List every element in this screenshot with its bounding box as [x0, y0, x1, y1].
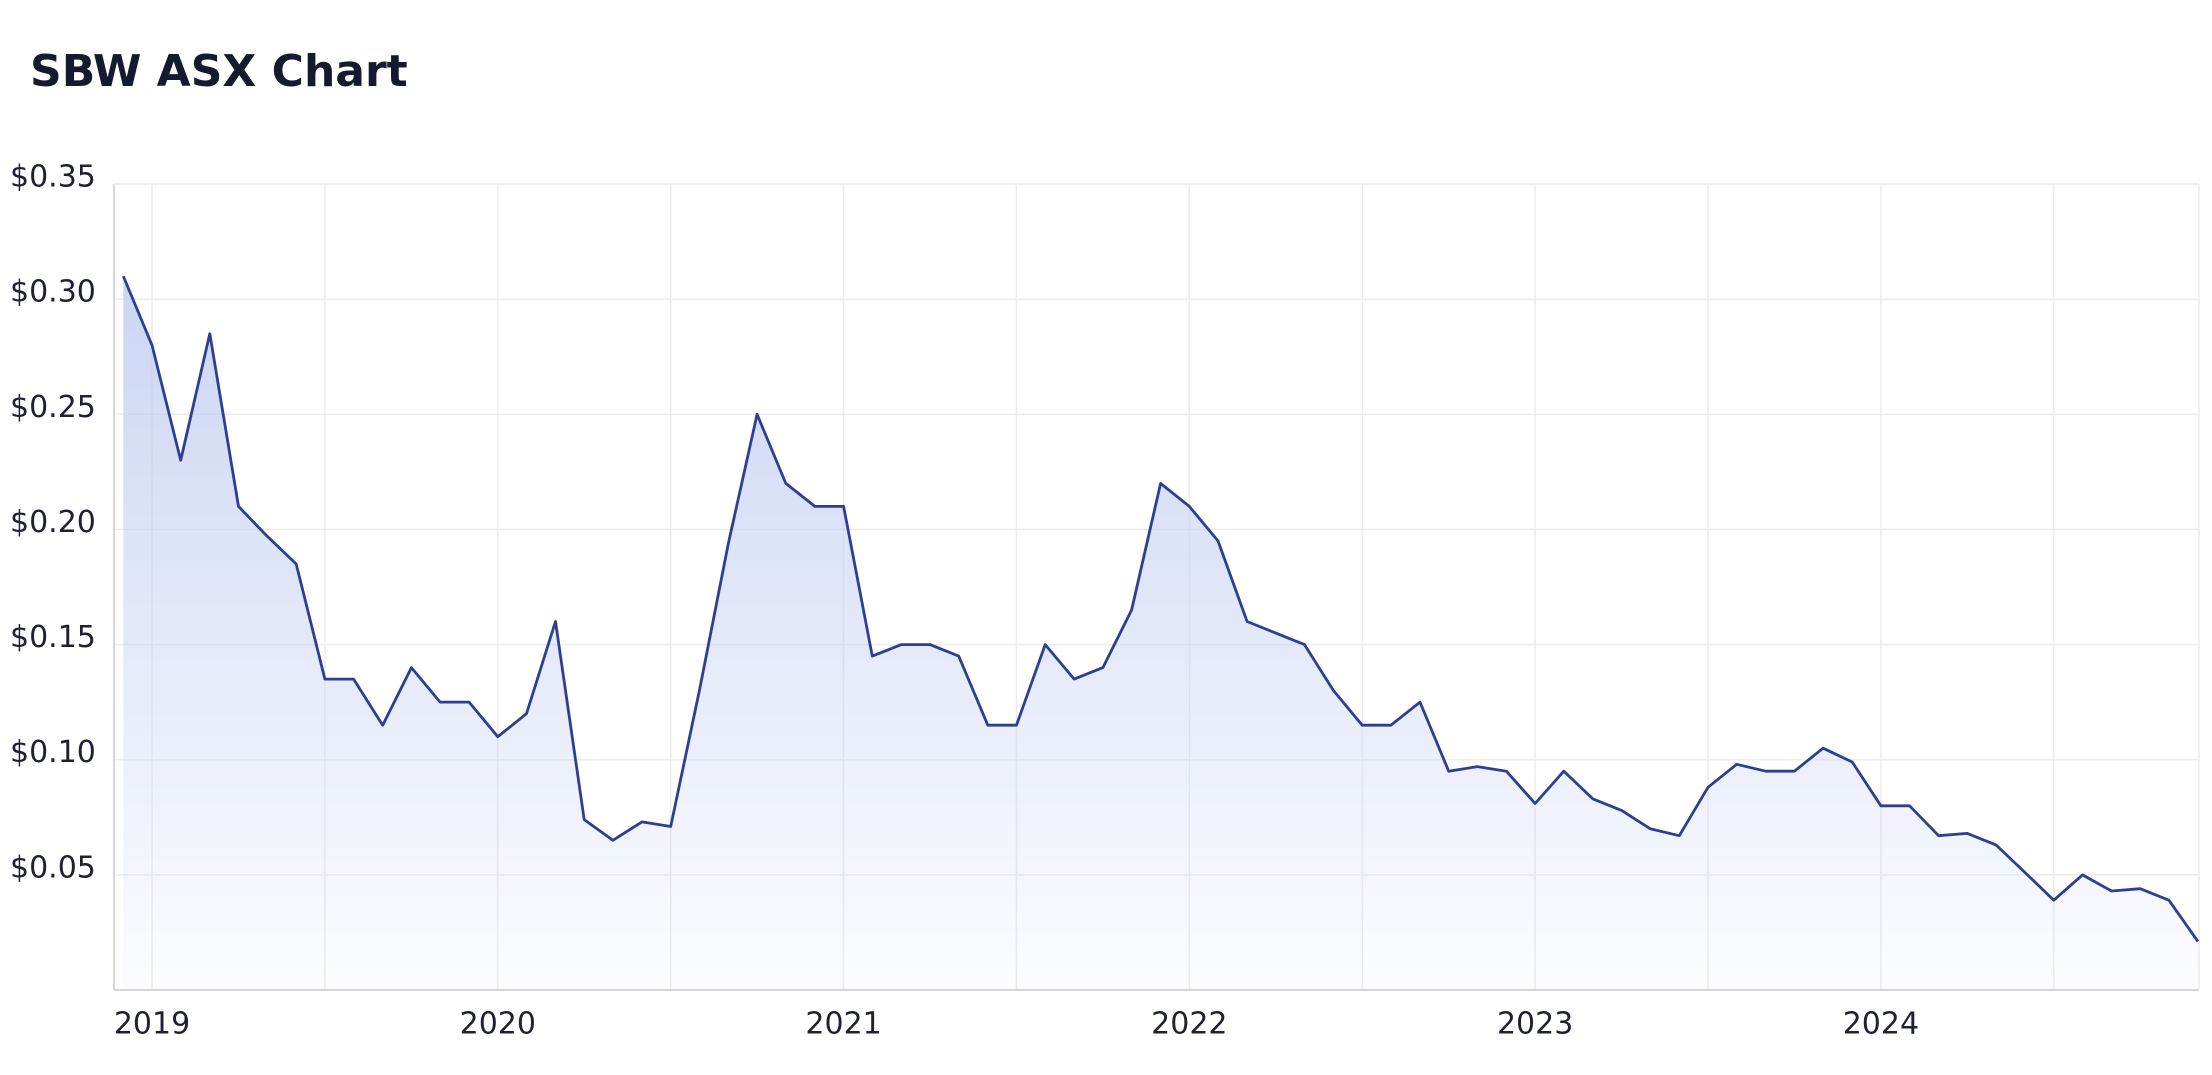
area: [123, 276, 2198, 991]
x-tick-label: 2022: [1151, 1007, 1227, 1042]
x-tick-label: 2020: [460, 1007, 536, 1042]
y-tick-label: $0.05: [10, 850, 96, 885]
y-tick-label: $0.15: [10, 620, 96, 655]
chart-title: SBW ASX Chart: [30, 46, 408, 97]
y-tick-label: $0.35: [10, 160, 96, 195]
y-tick-label: $0.20: [10, 505, 96, 540]
y-tick-label: $0.10: [10, 735, 96, 770]
line: [122, 275, 2200, 943]
x-tick-label: 2021: [805, 1007, 881, 1042]
y-tick-label: $0.30: [10, 275, 96, 310]
x-tick-label: 2023: [1497, 1007, 1573, 1042]
x-tick-label: 2019: [114, 1007, 190, 1042]
y-tick-label: $0.25: [10, 390, 96, 425]
x-tick-label: 2024: [1843, 1007, 1919, 1042]
